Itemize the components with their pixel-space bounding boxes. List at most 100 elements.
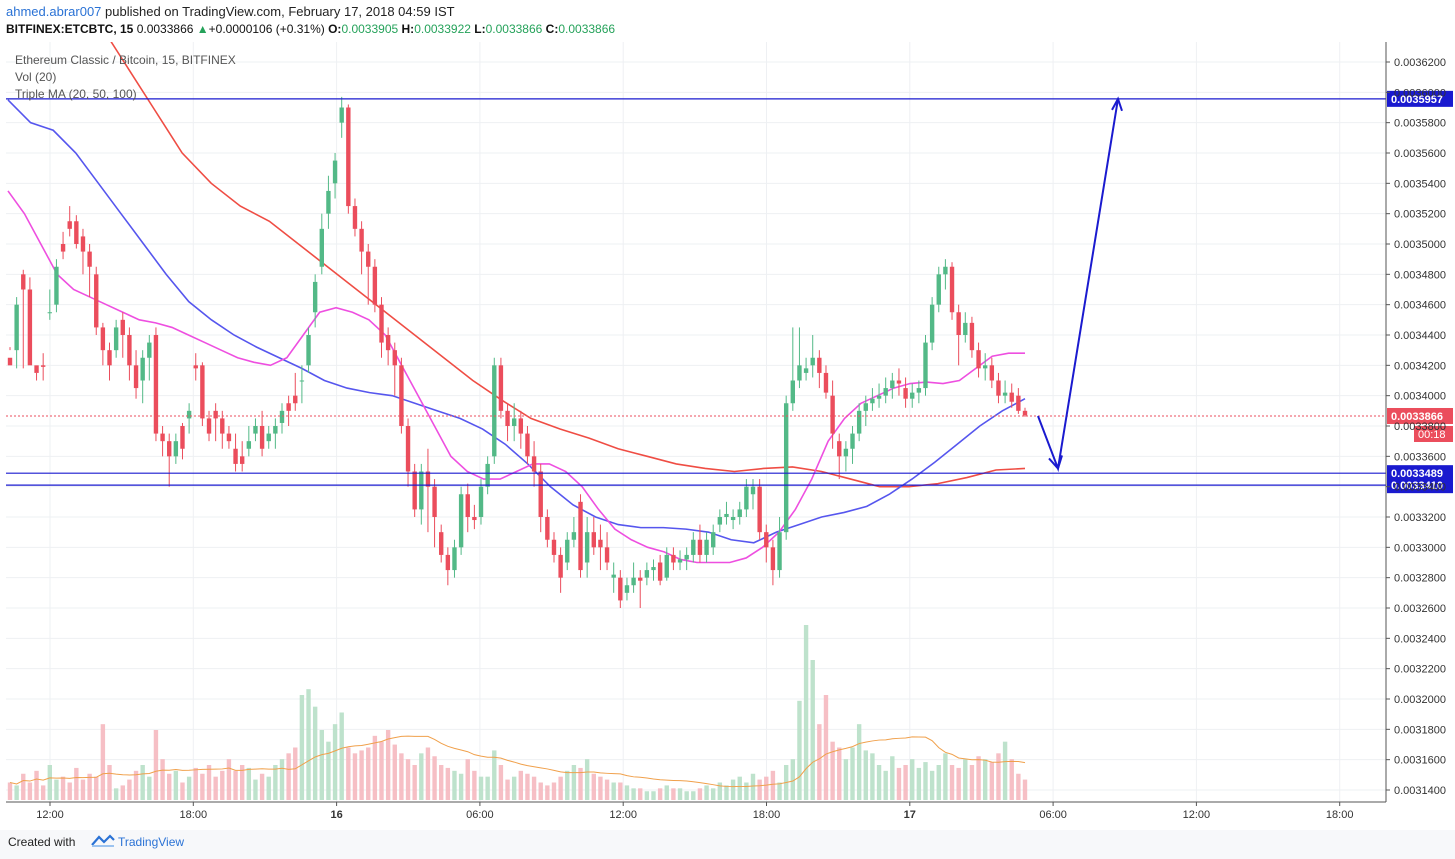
- price-tick-label: 0.0032000: [1394, 694, 1446, 706]
- time-tick-label: 16: [330, 809, 342, 821]
- candle: [757, 479, 762, 540]
- candle-body: [764, 532, 769, 548]
- volume-bar: [843, 759, 849, 800]
- volume-bar: [140, 765, 145, 800]
- volume-bar: [591, 773, 596, 800]
- volume-bar: [856, 724, 862, 800]
- price-tick-label: 0.0031400: [1394, 785, 1446, 797]
- candle: [963, 312, 968, 343]
- candle-body: [87, 251, 92, 267]
- candle-body: [896, 380, 902, 384]
- candle: [830, 380, 835, 449]
- candle-body: [286, 403, 291, 411]
- candle-body: [352, 206, 358, 229]
- chart-area[interactable]: 0.0035957 0.0033489 0.0033410 0.0033866 00:1…: [0, 16, 1455, 832]
- legend-title: Ethereum Classic / Bitcoin, 15, BITFINEX: [15, 53, 236, 67]
- candle: [790, 327, 796, 411]
- ohlc-line: BITFINEX:ETCBTC, 15 0.0033866 ▲+0.000010…: [6, 22, 615, 36]
- price-chart[interactable]: 0.00359570.00334890.00334100.003386600:1…: [0, 16, 1455, 832]
- volume-bars: [7, 625, 1028, 800]
- candle-body: [890, 380, 895, 389]
- candle-body: [817, 357, 822, 373]
- horizontal-lines[interactable]: 0.00359570.00334890.00334100.003386600:1…: [6, 90, 1453, 494]
- volume-bar: [379, 741, 384, 800]
- last-price-text: 0.0033866: [1391, 411, 1443, 423]
- tradingview-link[interactable]: TradingView: [118, 835, 185, 849]
- candle-body: [757, 486, 762, 533]
- candle: [777, 517, 782, 578]
- volume-bar: [213, 776, 218, 800]
- volume-bar: [750, 773, 756, 800]
- symbol-label: BITFINEX:ETCBTC, 15: [6, 22, 134, 36]
- price-tick-label: 0.0032400: [1394, 633, 1446, 645]
- candle: [591, 517, 596, 555]
- candle-body: [664, 554, 669, 578]
- volume-bar: [584, 759, 590, 800]
- volume-bar: [850, 747, 855, 800]
- volume-bar: [929, 770, 935, 800]
- candle: [259, 410, 265, 457]
- candle: [226, 426, 232, 449]
- candle-body: [133, 365, 139, 389]
- volume-bar: [94, 776, 99, 800]
- candle: [326, 175, 331, 229]
- price-tick-label: 0.0033400: [1394, 482, 1446, 494]
- volume-bar: [863, 750, 868, 800]
- candle-body: [107, 350, 112, 366]
- volume-bar: [458, 773, 464, 800]
- volume-bar: [956, 767, 961, 800]
- candle-body: [697, 539, 703, 555]
- candle-body: [293, 395, 298, 404]
- candle-body: [147, 342, 152, 358]
- candle-body: [153, 335, 159, 434]
- time-tick-label: 06:00: [1039, 809, 1067, 821]
- time-tick-label: 12:00: [1183, 809, 1211, 821]
- candle: [611, 562, 616, 593]
- candle: [213, 403, 218, 442]
- candle-body: [730, 517, 736, 521]
- volume-bar: [565, 770, 570, 800]
- candle-body: [624, 585, 630, 593]
- volume-bar: [40, 785, 46, 800]
- candle: [856, 403, 862, 442]
- candle: [624, 577, 630, 601]
- author-link[interactable]: ahmed.abrar007: [6, 4, 102, 19]
- candle: [87, 244, 92, 298]
- volume-bar: [571, 765, 577, 800]
- volume-bar: [133, 770, 139, 800]
- candle-body: [584, 532, 590, 563]
- candle-body: [611, 574, 616, 578]
- price-tick-label: 0.0032600: [1394, 603, 1446, 615]
- candle: [837, 433, 842, 480]
- volume-bar: [273, 765, 278, 800]
- candle-body: [929, 304, 935, 343]
- candle-body: [571, 532, 577, 540]
- projection-arrow[interactable]: [1037, 96, 1123, 473]
- candle-body: [910, 392, 915, 399]
- price-tick-label: 0.0034200: [1394, 360, 1446, 372]
- candle: [949, 262, 955, 320]
- candle-body: [140, 357, 145, 381]
- candle-body: [783, 403, 789, 533]
- candle: [385, 327, 391, 366]
- volume-bar: [233, 770, 238, 800]
- volume-bar: [74, 767, 79, 800]
- candle: [14, 297, 19, 369]
- candle-body: [478, 486, 484, 517]
- candle: [74, 215, 79, 249]
- candle: [724, 501, 729, 525]
- volume-bar: [876, 765, 882, 800]
- candle-body: [472, 517, 477, 521]
- volume-bar: [100, 724, 106, 800]
- candle: [764, 524, 769, 563]
- candle-body: [923, 342, 928, 389]
- volume-ma-line: [9, 735, 1026, 788]
- countdown-text: 00:18: [1418, 429, 1446, 441]
- volume-bar: [239, 765, 245, 800]
- price-tick-label: 0.0035600: [1394, 148, 1446, 160]
- candle: [644, 562, 650, 586]
- candle-body: [677, 559, 683, 563]
- volume-bar: [54, 779, 59, 800]
- candle: [770, 539, 776, 586]
- candle-body: [717, 517, 723, 525]
